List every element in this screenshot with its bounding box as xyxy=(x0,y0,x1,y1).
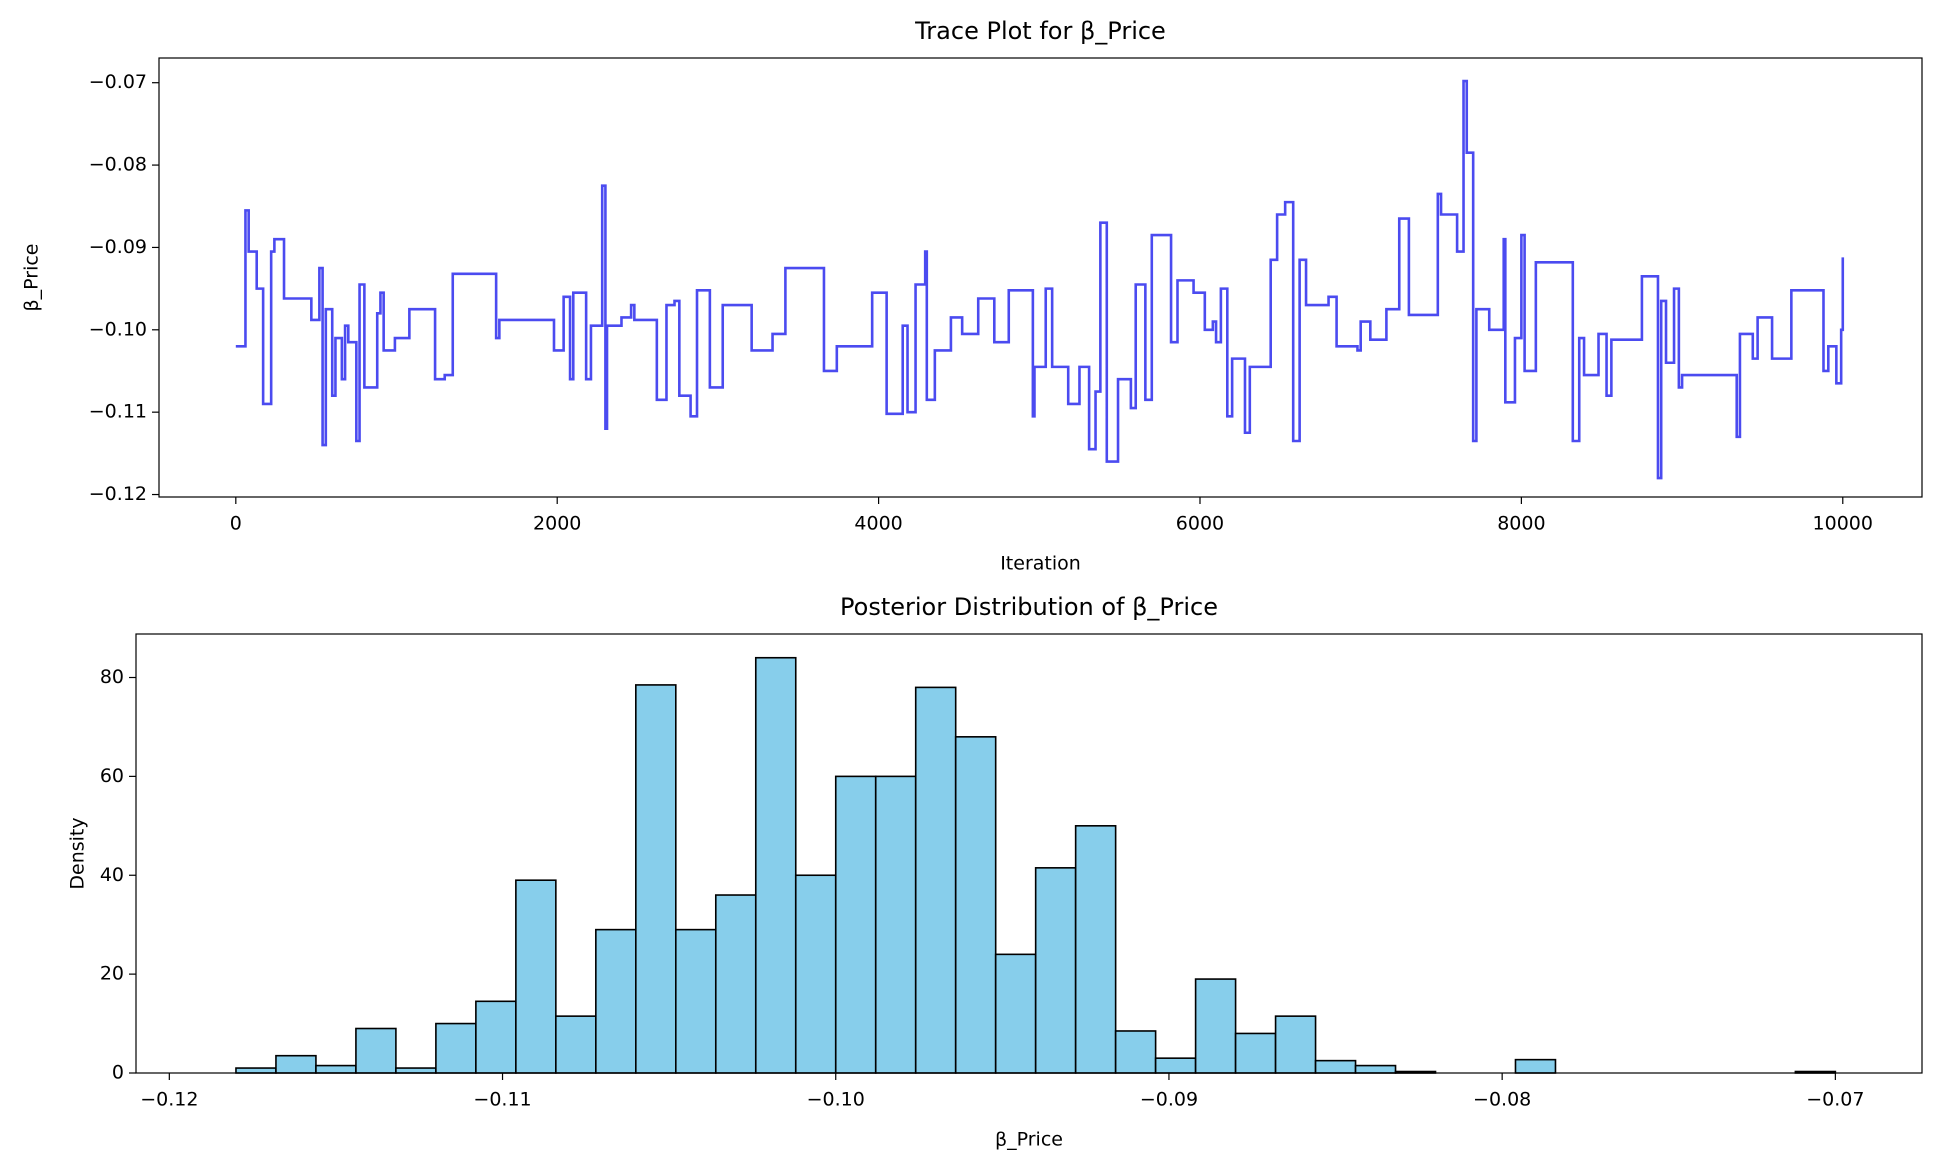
histogram-bar xyxy=(1354,1064,1397,1074)
histogram-bar xyxy=(914,686,957,1074)
histogram-bar xyxy=(235,1067,277,1074)
histogram-bar xyxy=(635,684,677,1074)
histogram-bar xyxy=(874,775,917,1074)
histogram-bar xyxy=(515,879,557,1074)
y-tick-label: −0.12 xyxy=(89,483,147,505)
x-tick-label: −0.12 xyxy=(140,1089,198,1111)
histogram-bar xyxy=(395,1067,437,1074)
y-tick-label: −0.09 xyxy=(89,236,147,258)
y-axis-label: β_Price xyxy=(21,244,43,312)
x-tick-label: 6000 xyxy=(1176,513,1224,535)
x-tick-label: −0.08 xyxy=(1473,1089,1531,1111)
y-axis-label: Density xyxy=(67,817,89,889)
histogram-bar xyxy=(1194,978,1237,1074)
histogram-bar xyxy=(555,1015,597,1074)
chart-title: Trace Plot for β_Price xyxy=(914,17,1166,45)
y-tick-label: −0.11 xyxy=(89,401,147,423)
y-tick-label: −0.08 xyxy=(89,154,147,176)
histogram-bar xyxy=(1034,867,1077,1074)
x-tick-label: −0.11 xyxy=(473,1089,531,1111)
histogram-bar xyxy=(794,874,837,1074)
x-axis-label: β_Price xyxy=(995,1129,1063,1151)
y-tick-label: 0 xyxy=(112,1062,124,1084)
histogram-bar xyxy=(1314,1059,1357,1074)
histogram-bar xyxy=(1234,1032,1277,1074)
y-tick-label: 40 xyxy=(100,864,124,886)
histogram-bar xyxy=(1114,1030,1157,1074)
y-tick-label: 80 xyxy=(100,666,124,688)
histogram-bar xyxy=(1274,1015,1317,1074)
x-tick-label: −0.07 xyxy=(1806,1089,1864,1111)
histogram-bar xyxy=(1514,1058,1557,1074)
histogram-bar xyxy=(475,1000,517,1074)
x-tick-label: 0 xyxy=(230,513,242,535)
histogram-bar xyxy=(355,1027,397,1074)
histogram-bar xyxy=(994,953,1037,1074)
x-tick-label: −0.10 xyxy=(807,1089,865,1111)
x-tick-label: 10000 xyxy=(1813,513,1873,535)
histogram-bar xyxy=(954,736,997,1074)
y-tick-label: −0.10 xyxy=(89,318,147,340)
histogram-bar xyxy=(435,1022,477,1074)
axes-frame xyxy=(158,57,1923,498)
x-tick-label: 4000 xyxy=(854,513,902,535)
axes-frame xyxy=(135,633,1923,1074)
x-tick-label: 8000 xyxy=(1497,513,1545,535)
x-tick-label: 2000 xyxy=(533,513,581,535)
histogram-bar xyxy=(674,928,717,1074)
histogram-bar xyxy=(315,1064,357,1074)
histogram-bar xyxy=(714,894,757,1074)
chart-title: Posterior Distribution of β_Price xyxy=(840,593,1218,621)
histogram-bar xyxy=(1074,825,1117,1074)
histogram-bar xyxy=(275,1054,317,1074)
y-tick-label: 20 xyxy=(100,963,124,985)
histogram-bar xyxy=(834,775,877,1074)
y-tick-label: 60 xyxy=(100,765,124,787)
y-tick-label: −0.07 xyxy=(89,71,147,93)
x-tick-label: −0.09 xyxy=(1140,1089,1198,1111)
histogram-bar xyxy=(595,928,637,1074)
histogram-bar xyxy=(754,656,797,1074)
histogram-bar xyxy=(1154,1057,1197,1074)
trace-line xyxy=(235,79,1845,480)
x-axis-label: Iteration xyxy=(1000,553,1081,575)
